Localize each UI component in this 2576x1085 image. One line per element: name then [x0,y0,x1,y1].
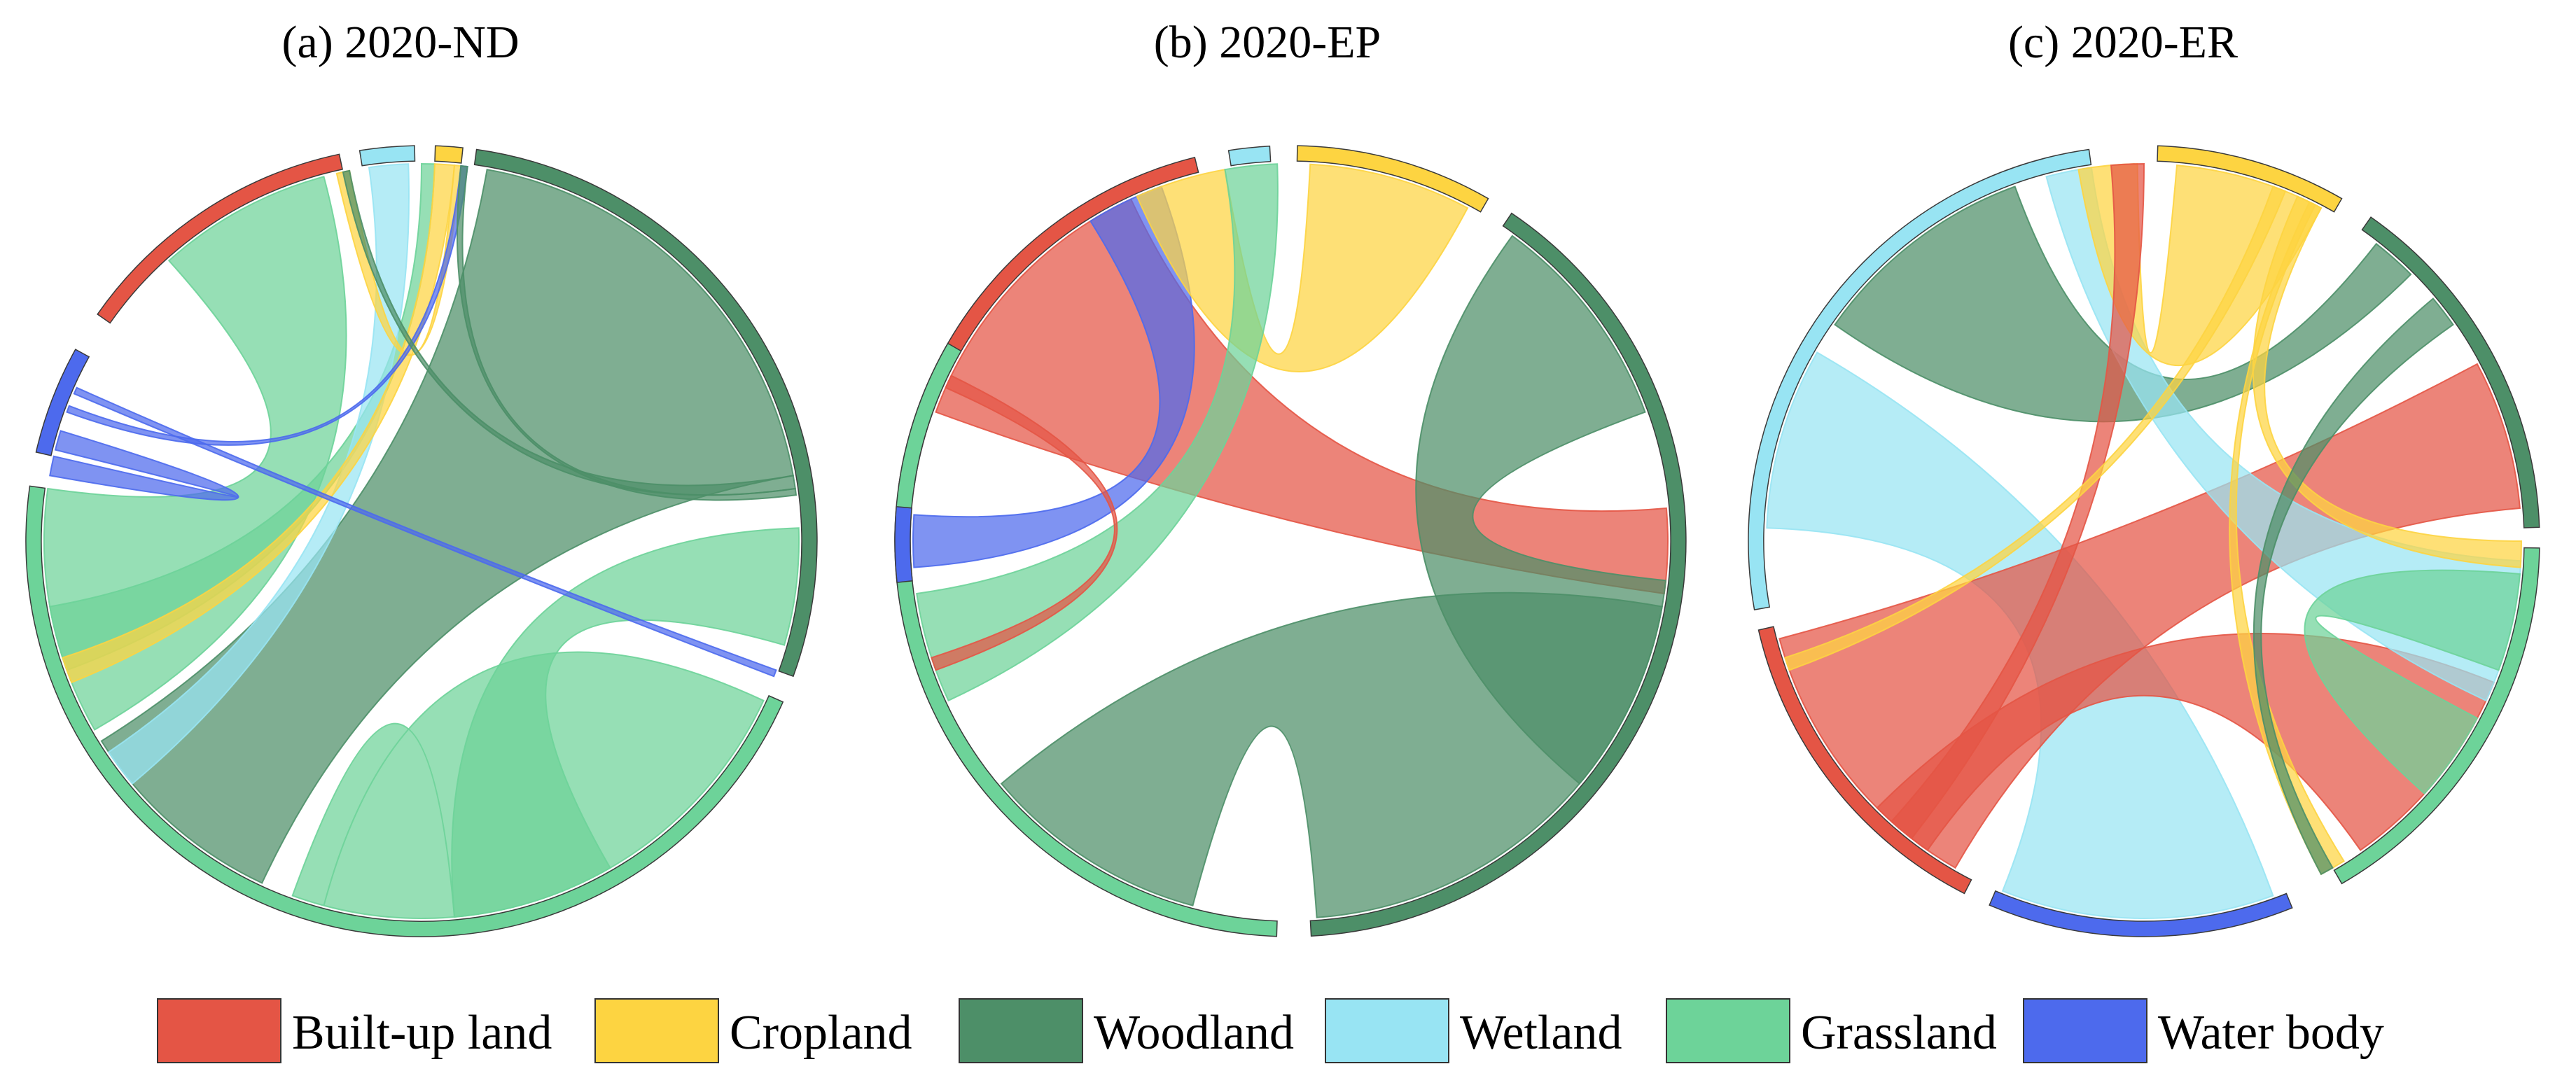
legend-label-water-body: Water body [2158,1006,2384,1060]
chord-woodland-to-woodland-12 [342,169,796,496]
ring-arc-wetland [1227,146,1272,167]
legend: Built-up land Cropland Woodland Wetland … [157,998,2384,1063]
ring-arc-woodland [1309,212,1687,937]
legend-swatch-cropland [594,998,719,1063]
chord-panel-3 [1748,145,2540,937]
chord-cropland-to-cropland-10 [2252,195,2523,568]
chord-cropland-to-cropland-5 [1136,163,1469,372]
legend-swatch-wetland [1325,998,1449,1063]
legend-label-cropland: Cropland [730,1006,912,1060]
legend-swatch-grassland [1666,998,1790,1063]
legend-item-built-up-land: Built-up land [157,998,552,1063]
legend-item-wetland: Wetland [1325,998,1622,1063]
ring-arc-wetland [1748,148,2092,610]
legend-label-grassland: Grassland [1801,1006,1997,1060]
panel-title-c: (c) 2020-ER [2008,17,2238,68]
chord-woodland-to-woodland-12 [2253,298,2454,876]
chord-built-up-land-to-built-up-land-8 [1890,162,2145,840]
legend-item-water-body: Water body [2023,998,2384,1063]
legend-item-grassland: Grassland [1666,998,1997,1063]
ring-arc-woodland [2361,216,2540,528]
ring-arc-grassland [894,342,1278,937]
legend-label-wetland: Wetland [1460,1006,1622,1060]
chord-grassland-to-grassland-6 [916,163,1279,702]
legend-swatch-built-up-land [157,998,281,1063]
chord-panel-1 [25,145,818,937]
ring-arc-built-up-land [97,153,343,324]
chord-cropland-to-cropland-9 [1784,186,2287,671]
chord-water-body-to-woodland-11 [73,386,777,678]
ring-arc-water-body [35,349,90,456]
chord-grassland-to-grassland-6 [2304,569,2521,795]
ring-arc-cropland [434,145,464,164]
legend-swatch-water-body [2023,998,2147,1063]
chord-woodland-to-woodland-13 [456,164,798,501]
chord-cropland-to-cropland-11 [2229,201,2345,876]
chord-grassland-to-grassland-3 [451,527,800,918]
legend-item-cropland: Cropland [594,998,912,1063]
panel-title-a: (a) 2020-ND [281,17,519,68]
legend-item-woodland: Woodland [959,998,1294,1063]
chord-water-body-to-water-body-9 [49,430,239,501]
ring-arc-water-body [894,505,913,583]
legend-label-built-up-land: Built-up land [292,1006,552,1060]
ring-arc-cropland [2157,145,2343,213]
legend-swatch-woodland [959,998,1083,1063]
panel-title-b: (b) 2020-EP [1154,17,1381,68]
ring-arc-wetland [358,145,416,167]
chord-built-up-land-to-grassland-7 [931,374,1118,671]
ring-arc-woodland [473,148,818,678]
ring-arc-water-body [1989,890,2293,937]
chord-woodland-to-grassland-3 [1000,592,1663,918]
ring-arc-grassland [2333,547,2540,885]
ring-arc-grassland [25,485,784,937]
ring-arc-built-up-land [1757,626,1972,895]
legend-label-woodland: Woodland [1094,1006,1294,1060]
chord-panel-2 [894,145,1687,937]
chord-built-up-land-to-woodland-1 [935,198,1669,595]
ring-arc-cropland [1296,145,1489,213]
